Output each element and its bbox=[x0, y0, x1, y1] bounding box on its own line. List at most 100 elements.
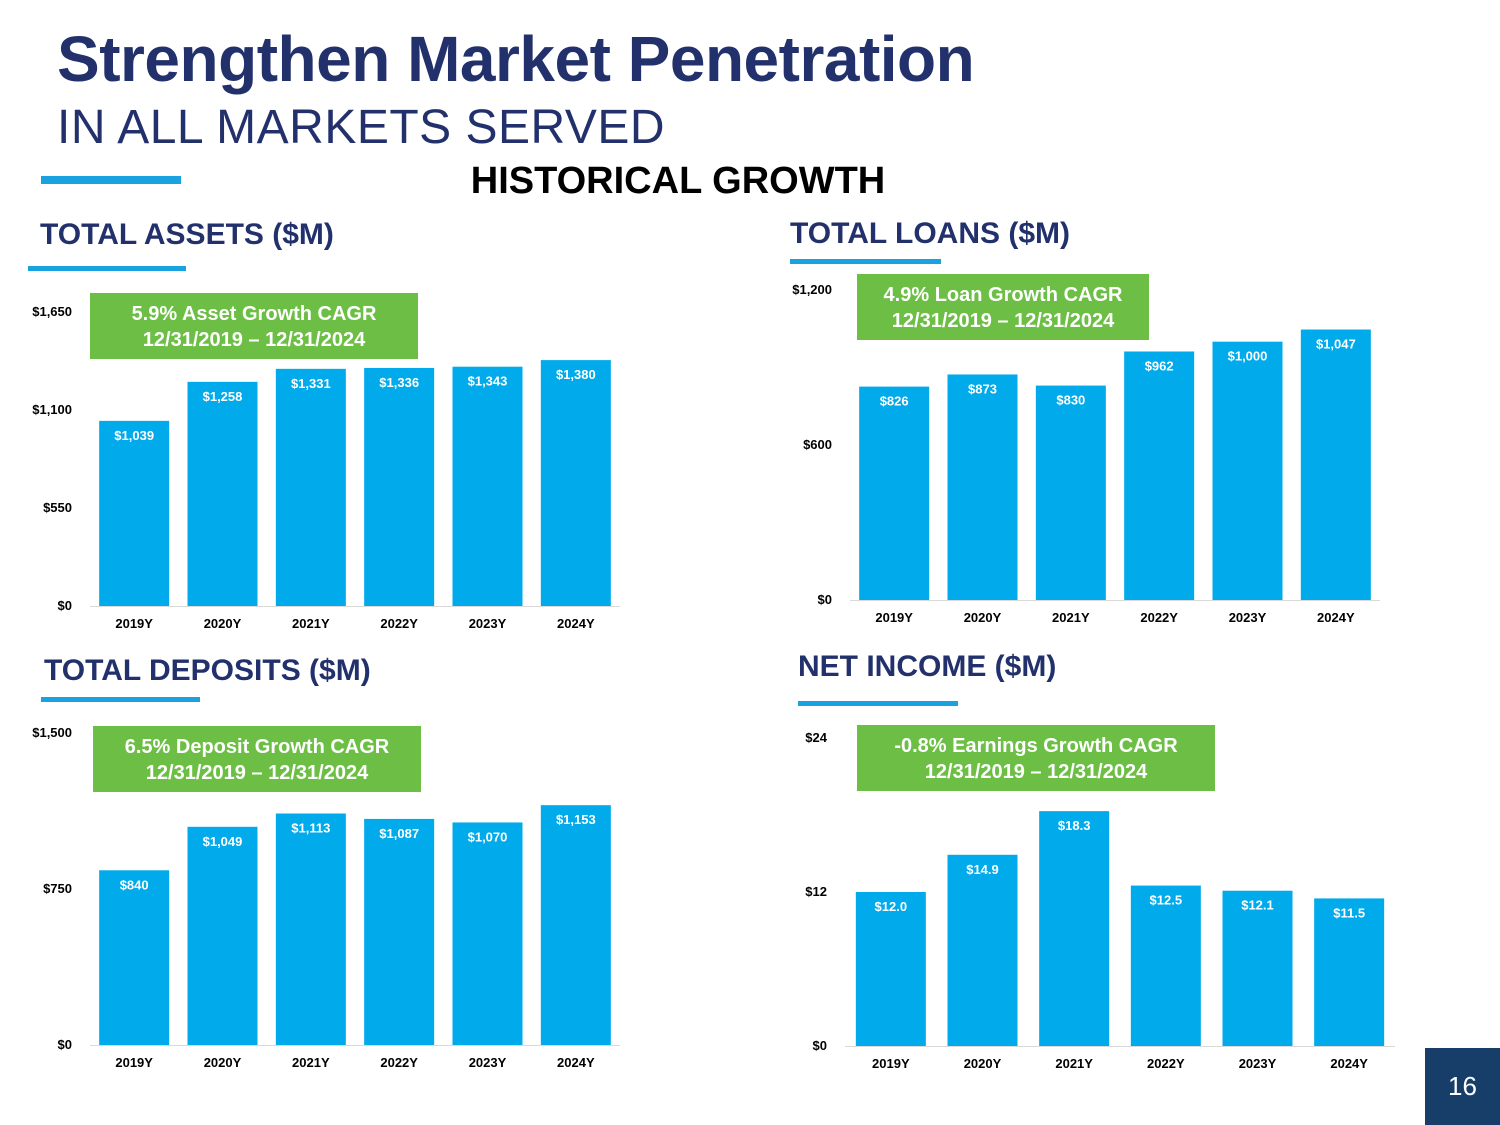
loans-bar-2022Y bbox=[1124, 351, 1195, 600]
deposits-value-label: $1,049 bbox=[203, 834, 243, 849]
assets-ytick-label: $550 bbox=[43, 500, 72, 515]
loans-bar-2020Y bbox=[947, 374, 1018, 600]
income-title-underline bbox=[798, 701, 958, 706]
loans-title-underline bbox=[790, 259, 941, 264]
assets-cagr-period: 12/31/2019 – 12/31/2024 bbox=[142, 329, 366, 351]
assets-cagr-callout: 5.9% Asset Growth CAGR 12/31/2019 – 12/3… bbox=[90, 293, 418, 359]
assets-bar-chart: $0 $550 $1,100 $1,650 $1,039 2019Y $1,258 2020Y… bbox=[32, 304, 620, 631]
loans-cagr-period: 12/31/2019 – 12/31/2024 bbox=[891, 310, 1115, 332]
loans-cagr-rate: 4.9% Loan Growth CAGR bbox=[883, 284, 1123, 306]
loans-category-label: 2019Y bbox=[875, 610, 913, 625]
assets-category-label: 2019Y bbox=[115, 616, 153, 631]
page-subtitle: IN ALL MARKETS SERVED bbox=[57, 101, 666, 154]
deposits-category-label: 2021Y bbox=[292, 1055, 330, 1070]
deposits-value-label: $1,087 bbox=[379, 826, 419, 841]
income-bar-2021Y bbox=[1039, 811, 1110, 1046]
deposits-category-label: 2019Y bbox=[115, 1055, 153, 1070]
income-bar-2020Y bbox=[947, 854, 1018, 1046]
income-value-label: $12.1 bbox=[1241, 898, 1274, 913]
income-category-label: 2022Y bbox=[1147, 1056, 1185, 1071]
deposits-bar-2023Y bbox=[452, 822, 523, 1045]
assets-bar-2022Y bbox=[364, 367, 435, 606]
assets-value-label: $1,380 bbox=[556, 367, 596, 382]
assets-chart-title: TOTAL ASSETS ($M) bbox=[40, 218, 334, 251]
deposits-bar-2020Y bbox=[187, 826, 258, 1045]
deposits-bar-2022Y bbox=[364, 818, 435, 1045]
assets-ytick-label: $0 bbox=[58, 598, 72, 613]
deposits-value-label: $840 bbox=[120, 877, 149, 892]
assets-category-label: 2024Y bbox=[557, 616, 595, 631]
income-value-label: $12.0 bbox=[875, 899, 908, 914]
deposits-category-label: 2024Y bbox=[557, 1055, 595, 1070]
deposits-ytick-label: $0 bbox=[58, 1037, 72, 1052]
loans-category-label: 2021Y bbox=[1052, 610, 1090, 625]
loans-bar-2024Y bbox=[1300, 329, 1371, 600]
income-cagr-rate: -0.8% Earnings Growth CAGR bbox=[894, 735, 1178, 757]
loans-category-label: 2024Y bbox=[1317, 610, 1355, 625]
income-bar-2019Y bbox=[855, 892, 926, 1046]
income-value-label: $12.5 bbox=[1150, 893, 1183, 908]
assets-value-label: $1,343 bbox=[468, 374, 508, 389]
loans-bar-chart: $0 $600 $1,200 $826 2019Y $873 2020Y $830 2021Y $… bbox=[792, 282, 1380, 625]
title-accent-line bbox=[41, 176, 181, 184]
loans-value-label: $830 bbox=[1056, 393, 1085, 408]
assets-bar-2023Y bbox=[452, 366, 523, 606]
income-bar-2023Y bbox=[1222, 890, 1293, 1046]
deposits-category-label: 2023Y bbox=[469, 1055, 507, 1070]
income-bar-2022Y bbox=[1130, 885, 1201, 1046]
income-value-label: $11.5 bbox=[1333, 905, 1365, 920]
assets-value-label: $1,039 bbox=[114, 428, 154, 443]
assets-category-label: 2020Y bbox=[204, 616, 242, 631]
assets-bar-2019Y bbox=[99, 420, 170, 606]
income-category-label: 2024Y bbox=[1330, 1056, 1368, 1071]
page-number-badge: 16 bbox=[1425, 1048, 1500, 1125]
deposits-cagr-period: 12/31/2019 – 12/31/2024 bbox=[145, 762, 369, 784]
loans-value-label: $1,000 bbox=[1228, 349, 1268, 364]
assets-bar-2021Y bbox=[275, 368, 346, 606]
loans-category-label: 2022Y bbox=[1140, 610, 1178, 625]
loans-value-label: $962 bbox=[1145, 358, 1174, 373]
deposits-value-label: $1,070 bbox=[468, 829, 508, 844]
deposits-value-label: $1,153 bbox=[556, 812, 596, 827]
assets-value-label: $1,336 bbox=[379, 375, 419, 390]
assets-ytick-label: $1,650 bbox=[32, 304, 72, 319]
deposits-bar-2019Y bbox=[99, 870, 170, 1045]
section-title: HISTORICAL GROWTH bbox=[470, 160, 886, 202]
deposits-chart-title: TOTAL DEPOSITS ($M) bbox=[44, 654, 371, 687]
assets-bar-2020Y bbox=[187, 381, 258, 606]
loans-ytick-label: $1,200 bbox=[792, 282, 832, 297]
loans-category-label: 2020Y bbox=[964, 610, 1002, 625]
income-value-label: $14.9 bbox=[966, 862, 999, 877]
income-value-label: $18.3 bbox=[1058, 818, 1091, 833]
assets-category-label: 2022Y bbox=[380, 616, 418, 631]
loans-bar-2023Y bbox=[1212, 341, 1283, 600]
deposits-ytick-label: $750 bbox=[43, 881, 72, 896]
deposits-cagr-rate: 6.5% Deposit Growth CAGR bbox=[124, 736, 390, 758]
deposits-ytick-label: $1,500 bbox=[32, 725, 72, 740]
deposits-category-label: 2020Y bbox=[204, 1055, 242, 1070]
deposits-bar-chart: $0 $750 $1,500 $840 2019Y $1,049 2020Y $1,113 20… bbox=[32, 725, 620, 1070]
income-category-label: 2020Y bbox=[964, 1056, 1002, 1071]
deposits-title-underline bbox=[41, 697, 200, 702]
deposits-cagr-callout: 6.5% Deposit Growth CAGR 12/31/2019 – 12… bbox=[93, 726, 421, 792]
assets-value-label: $1,258 bbox=[203, 389, 243, 404]
assets-cagr-rate: 5.9% Asset Growth CAGR bbox=[131, 303, 377, 325]
deposits-bar-2021Y bbox=[275, 813, 346, 1045]
income-category-label: 2019Y bbox=[872, 1056, 910, 1071]
loans-cagr-callout: 4.9% Loan Growth CAGR 12/31/2019 – 12/31… bbox=[857, 274, 1149, 340]
income-chart-title: NET INCOME ($M) bbox=[798, 650, 1057, 683]
assets-value-label: $1,331 bbox=[291, 376, 331, 391]
income-bar-chart: $0 $12 $24 $12.0 2019Y $14.9 2020Y $18.3 2021Y $1… bbox=[805, 730, 1395, 1071]
assets-ytick-label: $1,100 bbox=[32, 402, 72, 417]
income-cagr-period: 12/31/2019 – 12/31/2024 bbox=[924, 761, 1148, 783]
assets-bar-2024Y bbox=[540, 360, 611, 606]
loans-chart-title: TOTAL LOANS ($M) bbox=[790, 217, 1070, 250]
income-category-label: 2023Y bbox=[1239, 1056, 1277, 1071]
income-ytick-label: $12 bbox=[805, 884, 827, 899]
income-cagr-callout: -0.8% Earnings Growth CAGR 12/31/2019 – … bbox=[857, 725, 1215, 791]
loans-bar-2021Y bbox=[1035, 385, 1106, 600]
income-category-label: 2021Y bbox=[1055, 1056, 1093, 1071]
loans-value-label: $826 bbox=[880, 394, 909, 409]
loans-category-label: 2023Y bbox=[1229, 610, 1267, 625]
page-title: Strengthen Market Penetration bbox=[57, 23, 975, 95]
